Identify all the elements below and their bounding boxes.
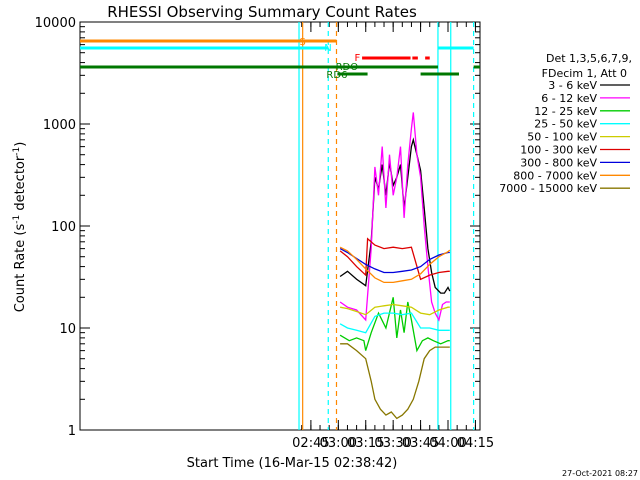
y-axis-label: Count Rate (s-1 detector-1) [12,142,28,313]
legend-label-6: 300 - 800 keV [520,156,597,169]
legend-label-0: 3 - 6 keV [548,79,597,92]
y-tick-label: 10 [59,322,76,337]
series-line-4 [339,303,450,316]
plot-area: 1 10 100 1000 10000 02:4503:0003:1503:3003:45… [35,16,495,451]
y-label-part2: detector [13,155,28,215]
rdo-label: RDO [336,62,359,73]
chart-title: RHESSI Observing Summary Count Rates [107,3,417,21]
legend-header-line2: FDecim 1, Att 0 [542,67,627,80]
x-tick-label: 03:00 [320,436,357,451]
series-line-1 [339,112,450,322]
y-label-sup1: -1 [12,215,22,224]
legend-header-line1: Det 1,3,5,6,7,9, [546,52,632,65]
series-line-3 [339,312,450,334]
legend-label-7: 800 - 7000 keV [513,169,597,182]
series-line-6 [339,248,450,274]
series-line-5 [339,237,450,281]
plot-frame [79,21,481,431]
y-tick-label: 10000 [35,16,76,31]
x-axis-label: Start Time (16-Mar-15 02:38:42) [187,456,398,471]
legend-label-1: 6 - 12 keV [541,92,597,105]
x-tick-label: 03:30 [374,436,411,451]
legend-label-3: 25 - 50 keV [534,118,597,131]
y-label-part1: Count Rate (s [13,224,28,313]
series-line-0 [339,137,451,294]
x-tick-label: 04:15 [457,436,494,451]
legend: Det 1,3,5,6,7,9, FDecim 1, Att 0 3 - 6 k… [499,52,632,195]
legend-label-4: 50 - 100 keV [527,131,597,144]
date-stamp: 27-Oct-2021 08:27 [562,469,638,478]
legend-label-8: 7000 - 15000 keV [499,182,597,195]
x-tick-label: 02:45 [292,436,329,451]
y-tick-label: 100 [51,220,76,235]
night-label: N [324,43,331,54]
y-tick-label: 1000 [43,118,76,133]
series-line-7 [339,246,451,284]
series-line-8 [340,343,450,420]
rd6-label: RD6 [326,70,347,81]
x-tick-label: 04:00 [429,436,466,451]
legend-label-2: 12 - 25 keV [534,105,597,118]
saa-label: S [299,37,305,48]
y-tick-label: 1 [68,424,76,439]
y-label-part3: ) [13,142,28,147]
series-line-2 [339,297,450,353]
legend-label-5: 100 - 300 keV [520,144,597,157]
x-tick-label: 03:45 [402,436,439,451]
flare-label: F [354,53,360,64]
y-label-sup2: -1 [12,147,22,156]
x-tick-label: 03:15 [347,436,384,451]
